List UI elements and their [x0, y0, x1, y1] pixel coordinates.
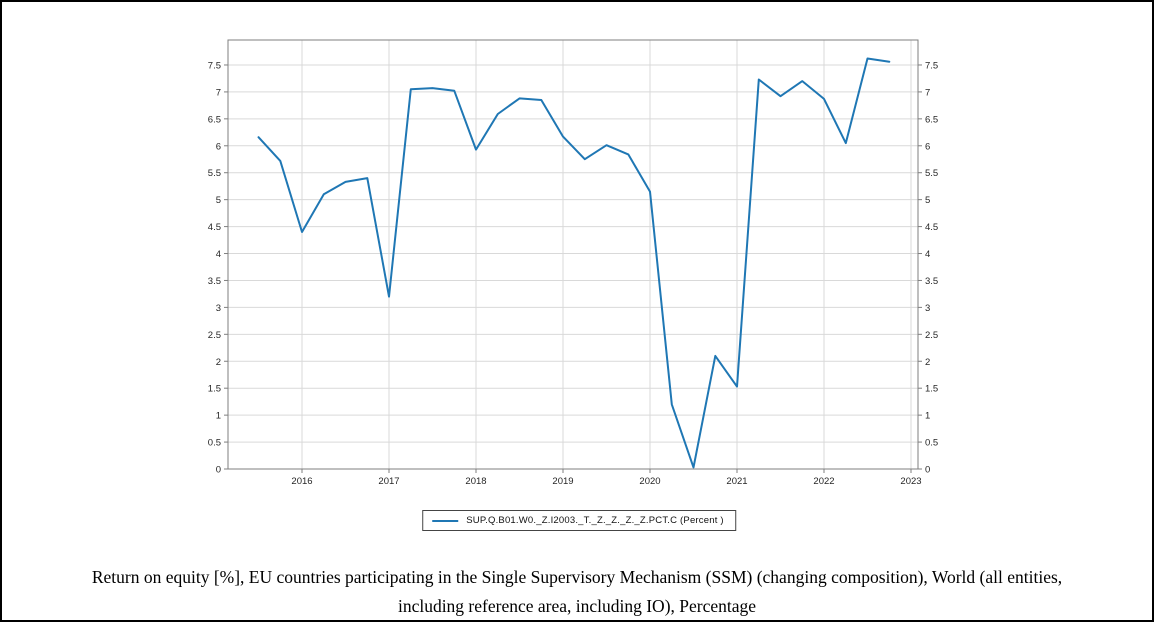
x-axis-label: 2020	[639, 476, 660, 487]
y-axis-label-left: 0	[216, 465, 221, 476]
plot-frame	[227, 39, 919, 470]
y-axis-label-right: 1	[925, 411, 930, 422]
y-axis-label-right: 4.5	[925, 222, 938, 233]
y-axis-label-left: 1	[216, 411, 221, 422]
y-axis-label-left: 3.5	[208, 276, 221, 287]
caption-line-2: including reference area, including IO),…	[397, 596, 757, 616]
y-axis-label-right: 1.5	[925, 384, 938, 395]
y-axis-label-left: 7	[216, 87, 221, 98]
y-axis-label-left: 2	[216, 357, 221, 368]
x-axis-label: 2016	[291, 476, 312, 487]
y-axis-label-right: 5	[925, 195, 930, 206]
y-axis-label-left: 1.5	[208, 384, 221, 395]
x-axis-label: 2018	[465, 476, 486, 487]
y-axis-label-right: 3	[925, 303, 930, 314]
y-axis-label-left: 5	[216, 195, 221, 206]
y-axis-label-right: 0	[925, 465, 930, 476]
chart-legend: SUP.Q.B01.W0._Z.I2003._T._Z._Z._Z._Z.PCT…	[422, 510, 736, 531]
y-axis-label-left: 6.5	[208, 114, 221, 125]
y-axis-label-right: 3.5	[925, 276, 938, 287]
y-axis-label-left: 5.5	[208, 168, 221, 179]
y-axis-label-right: 6	[925, 141, 930, 152]
y-axis-label-right: 0.5	[925, 438, 938, 449]
y-axis-label-left: 6	[216, 141, 221, 152]
legend-series-label: SUP.Q.B01.W0._Z.I2003._T._Z._Z._Z._Z.PCT…	[466, 515, 724, 526]
data-line-series	[257, 57, 891, 469]
y-axis-label-left: 4.5	[208, 222, 221, 233]
y-axis-label-right: 5.5	[925, 168, 938, 179]
x-axis-label: 2019	[552, 476, 573, 487]
y-axis-label-right: 7.5	[925, 60, 938, 71]
legend-line-sample-icon	[432, 519, 459, 522]
x-axis-label: 2023	[900, 476, 921, 487]
x-axis-label: 2017	[378, 476, 399, 487]
y-axis-label-right: 4	[925, 249, 930, 260]
y-axis-label-left: 3	[216, 303, 221, 314]
y-axis-label-right: 7	[925, 87, 930, 98]
y-axis-label-left: 7.5	[208, 60, 221, 71]
caption-line-1: Return on equity [%], EU countries parti…	[91, 567, 1063, 587]
chart-caption: Return on equity [%], EU countries parti…	[2, 563, 1152, 620]
y-axis-label-left: 2.5	[208, 330, 221, 341]
y-axis-label-right: 2.5	[925, 330, 938, 341]
x-axis-label: 2021	[726, 476, 747, 487]
y-axis-label-right: 6.5	[925, 114, 938, 125]
y-axis-label-left: 0.5	[208, 438, 221, 449]
x-axis-label: 2022	[813, 476, 834, 487]
y-axis-label-left: 4	[216, 249, 221, 260]
y-axis-label-right: 2	[925, 357, 930, 368]
